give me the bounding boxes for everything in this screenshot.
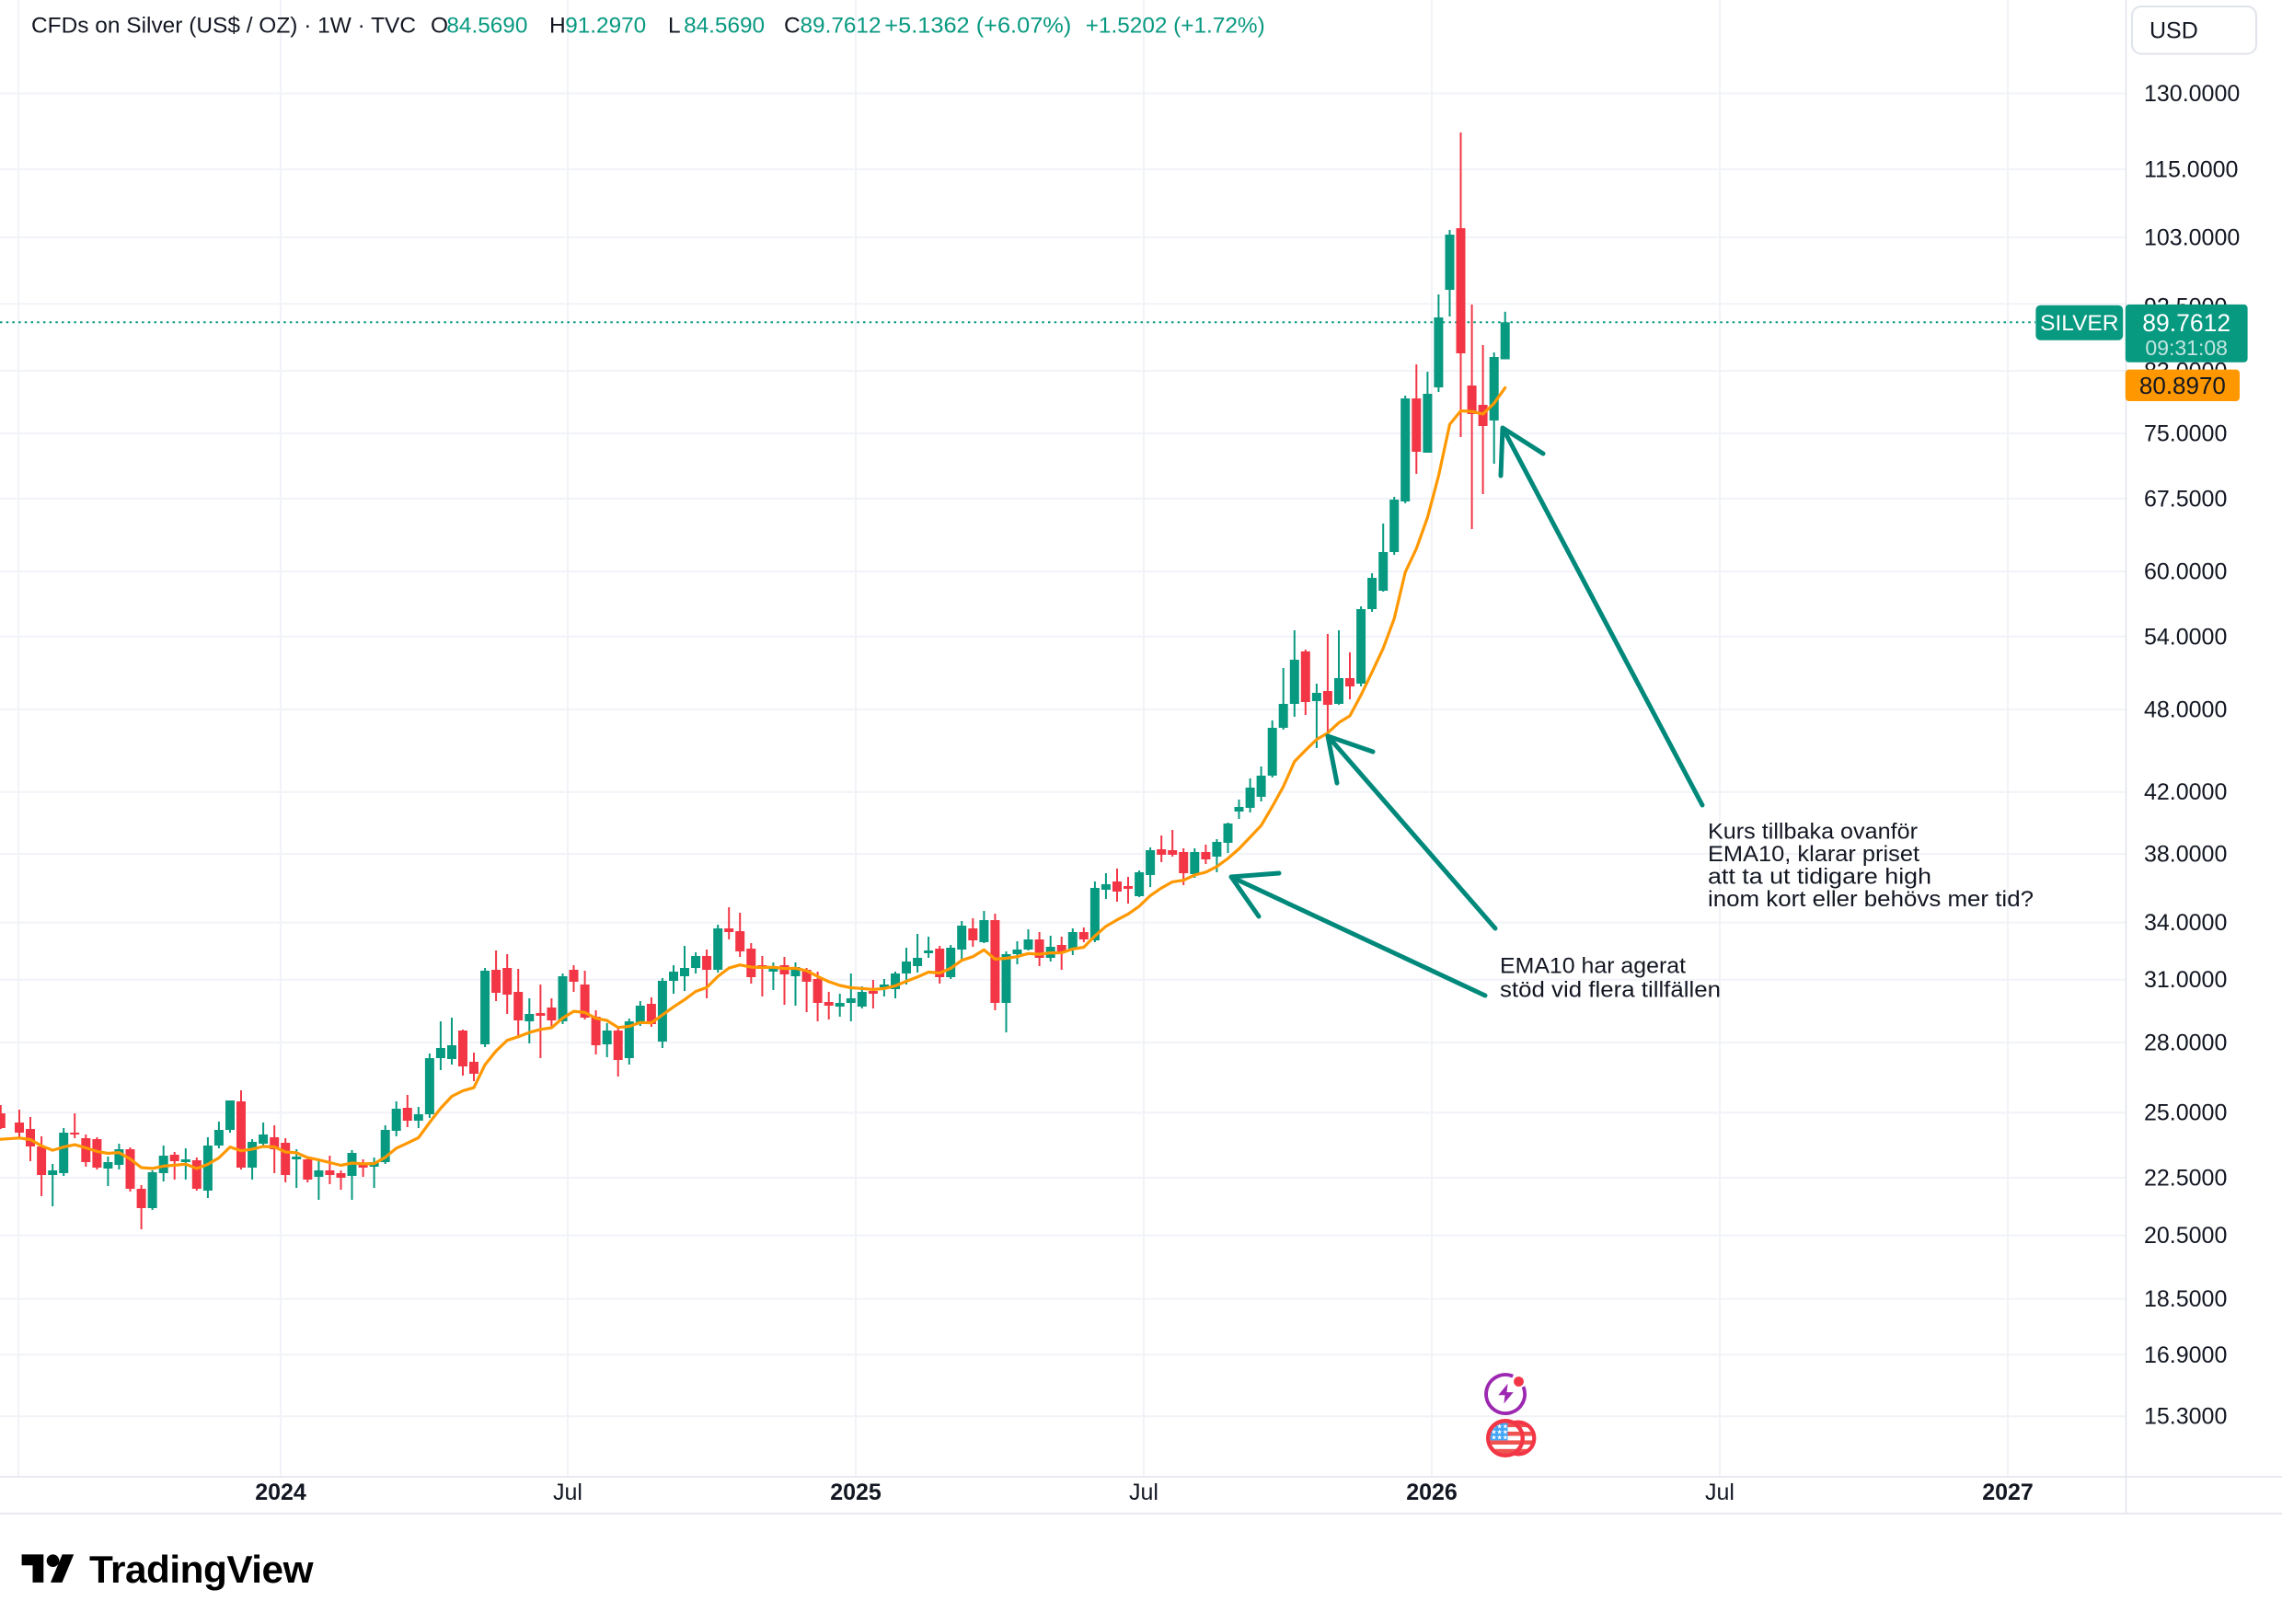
svg-text:★: ★ (1503, 1434, 1508, 1441)
svg-text:TradingView: TradingView (89, 1548, 314, 1591)
svg-text:84.5690: 84.5690 (684, 14, 765, 39)
svg-text:89.7612: 89.7612 (2142, 309, 2230, 337)
svg-text:CFDs on Silver (US$ / OZ) · 1W: CFDs on Silver (US$ / OZ) · 1W · TVC (31, 14, 416, 39)
svg-text:O: O (431, 14, 448, 39)
svg-text:EMA10 har agerat: EMA10 har agerat (1500, 954, 1686, 979)
svg-text:★: ★ (1491, 1428, 1496, 1435)
svg-text:Jul: Jul (553, 1480, 582, 1505)
svg-text:54.0000: 54.0000 (2144, 624, 2227, 650)
svg-text:20.5000: 20.5000 (2144, 1223, 2227, 1249)
svg-text:60.0000: 60.0000 (2144, 559, 2227, 585)
svg-text:inom kort eller behövs mer tid: inom kort eller behövs mer tid? (1708, 887, 2034, 912)
svg-text:09:31:08: 09:31:08 (2145, 336, 2228, 360)
svg-text:att ta ut tidigare high: att ta ut tidigare high (1708, 865, 1931, 890)
svg-text:89.7612: 89.7612 (801, 14, 882, 39)
svg-text:25.0000: 25.0000 (2144, 1100, 2227, 1126)
svg-text:67.5000: 67.5000 (2144, 486, 2227, 512)
svg-text:+5.1362 (+6.07%): +5.1362 (+6.07%) (884, 14, 1071, 39)
svg-text:Jul: Jul (1705, 1480, 1735, 1505)
svg-text:L: L (668, 14, 681, 39)
svg-text:Kurs tillbaka ovanför: Kurs tillbaka ovanför (1708, 820, 1918, 845)
svg-text:22.5000: 22.5000 (2144, 1166, 2227, 1192)
svg-text:★: ★ (1503, 1428, 1508, 1435)
svg-text:48.0000: 48.0000 (2144, 697, 2227, 722)
svg-text:★: ★ (1491, 1434, 1496, 1441)
svg-text:C: C (784, 14, 801, 39)
svg-text:75.0000: 75.0000 (2144, 421, 2227, 447)
svg-text:SILVER: SILVER (2040, 311, 2118, 336)
svg-text:2026: 2026 (1406, 1480, 1458, 1505)
svg-text:103.0000: 103.0000 (2144, 225, 2240, 250)
svg-text:+1.5202 (+1.72%): +1.5202 (+1.72%) (1086, 14, 1265, 39)
svg-text:31.0000: 31.0000 (2144, 967, 2227, 993)
svg-text:38.0000: 38.0000 (2144, 841, 2227, 867)
svg-text:28.0000: 28.0000 (2144, 1031, 2227, 1056)
svg-text:42.0000: 42.0000 (2144, 779, 2227, 805)
svg-text:2025: 2025 (830, 1480, 882, 1505)
svg-text:EMA10, klarar priset: EMA10, klarar priset (1708, 842, 1919, 867)
svg-text:16.9000: 16.9000 (2144, 1342, 2227, 1368)
svg-text:USD: USD (2149, 18, 2198, 44)
svg-text:★: ★ (1503, 1423, 1508, 1431)
svg-text:2024: 2024 (255, 1480, 306, 1505)
svg-text:stöd vid flera tillfällen: stöd vid flera tillfällen (1500, 978, 1721, 1003)
svg-text:★: ★ (1497, 1428, 1503, 1435)
svg-text:130.0000: 130.0000 (2144, 81, 2240, 107)
svg-text:80.8970: 80.8970 (2139, 372, 2226, 399)
svg-text:H: H (549, 14, 566, 39)
svg-text:18.5000: 18.5000 (2144, 1286, 2227, 1312)
svg-text:84.5690: 84.5690 (446, 14, 527, 39)
svg-text:34.0000: 34.0000 (2144, 910, 2227, 936)
svg-text:15.3000: 15.3000 (2144, 1404, 2227, 1430)
svg-text:Jul: Jul (1129, 1480, 1158, 1505)
svg-text:2027: 2027 (1982, 1480, 2034, 1505)
svg-text:★: ★ (1497, 1423, 1503, 1431)
svg-text:115.0000: 115.0000 (2144, 156, 2238, 182)
svg-text:★: ★ (1497, 1434, 1503, 1441)
svg-text:91.2970: 91.2970 (565, 14, 646, 39)
